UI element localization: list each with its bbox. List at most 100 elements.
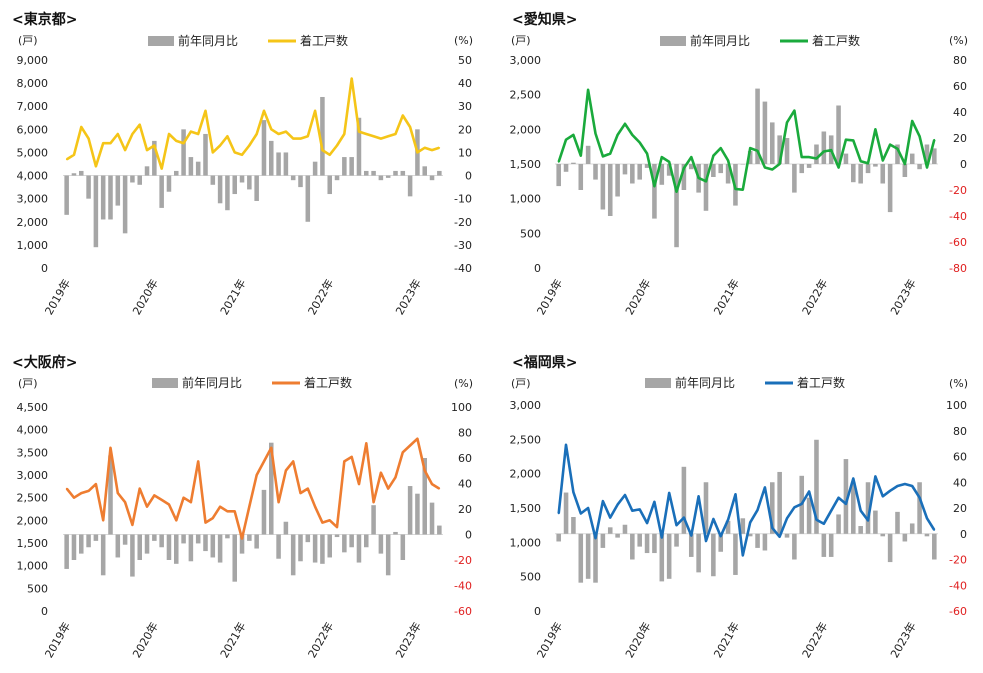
bar-yoy (349, 534, 354, 548)
bar-yoy (188, 534, 194, 562)
line-point (146, 505, 148, 508)
line-point (409, 444, 411, 447)
line-point (270, 447, 273, 449)
bar-yoy (283, 152, 289, 176)
bar-yoy (858, 164, 863, 184)
bar-yoy (232, 534, 237, 582)
right-tick-label: 40 (953, 476, 967, 489)
line-point (668, 161, 670, 163)
bar-yoy (217, 175, 223, 204)
bar-yoy (342, 157, 347, 176)
line-point (661, 156, 663, 158)
x-tick-label: 2023年 (887, 620, 919, 661)
left-tick-label: 8,000 (17, 77, 49, 90)
x-tick-label: 2023年 (887, 277, 919, 318)
bar-yoy (806, 497, 812, 534)
line-point (65, 158, 68, 161)
line-point (153, 144, 156, 147)
left-tick-label: 1,000 (510, 193, 542, 206)
bar-yoy (777, 471, 782, 534)
left-tick-label: 9,000 (17, 54, 49, 67)
bar-yoy (86, 175, 91, 199)
bar-yoy (393, 531, 398, 535)
bar-yoy (364, 170, 369, 176)
bar-yoy (166, 534, 172, 560)
legend-line-label: 着工戸数 (304, 375, 352, 390)
right-tick-label: -20 (454, 554, 472, 567)
line-point (764, 166, 766, 169)
bar-yoy (792, 533, 797, 560)
line-point (926, 166, 928, 169)
left-tick-label: 2,500 (510, 433, 542, 446)
left-tick-label: 1,000 (510, 536, 542, 549)
line-point (358, 483, 360, 485)
line-point (394, 476, 397, 479)
line-point (830, 149, 832, 151)
line-point (594, 132, 597, 135)
right-tick-label: 60 (953, 80, 967, 93)
bar-yoy (320, 96, 325, 176)
bar-yoy (254, 175, 259, 201)
x-tick-label: 2022年 (305, 620, 337, 661)
line-point (580, 512, 582, 515)
bar-yoy (784, 138, 790, 164)
right-tick-label: 80 (458, 427, 472, 440)
bar-yoy (108, 175, 113, 220)
line-point (65, 487, 68, 490)
bar-yoy (725, 520, 731, 534)
x-tick-label: 2022年 (305, 277, 337, 318)
line-point (365, 133, 368, 135)
line-point (87, 490, 90, 492)
left-axis-unit: (戸) (18, 377, 38, 390)
line-point (343, 460, 346, 463)
line-point (102, 519, 104, 522)
line-point (609, 152, 611, 155)
line-point (124, 149, 126, 151)
left-tick-label: 4,000 (17, 170, 49, 183)
bar-yoy (298, 534, 303, 562)
line-point (204, 110, 207, 112)
left-tick-label: 2,000 (510, 468, 542, 481)
line-point (749, 521, 751, 524)
bar-yoy (334, 534, 340, 538)
line-point (764, 486, 766, 489)
line-point (852, 139, 855, 142)
bar-yoy (290, 175, 296, 181)
bar-yoy (917, 164, 922, 170)
bar-yoy (93, 175, 99, 248)
x-tick-label: 2022年 (799, 620, 831, 661)
bar-yoy (740, 518, 746, 534)
line-point (896, 147, 899, 150)
right-tick-label: -20 (949, 184, 967, 197)
bar-yoy (637, 164, 642, 180)
left-tick-label: 0 (41, 605, 48, 618)
bar-yoy (858, 526, 863, 534)
bar-yoy (563, 164, 569, 172)
line-point (565, 138, 567, 141)
bar-yoy (79, 170, 84, 176)
line-housing-starts (65, 437, 440, 540)
bar-yoy (79, 534, 84, 554)
bar-yoy (843, 153, 849, 164)
bar-yoy (356, 534, 362, 563)
line-point (837, 496, 840, 499)
line-point (882, 495, 884, 498)
line-point (631, 134, 634, 136)
line-point (557, 512, 560, 515)
line-point (793, 506, 796, 509)
bar-yoy (210, 175, 216, 185)
left-tick-label: 2,000 (17, 216, 49, 229)
bar-yoy (806, 164, 812, 168)
bar-yoy (681, 466, 687, 534)
bar-yoy (100, 534, 106, 576)
legend-bar-label: 前年同月比 (182, 375, 242, 390)
line-point (874, 475, 877, 478)
line-point (786, 517, 788, 520)
bar-yoy (174, 170, 179, 176)
bar-yoy (652, 164, 657, 219)
bar-yoy (152, 140, 157, 176)
left-tick-label: 1,500 (510, 158, 542, 171)
bar-yoy (342, 534, 347, 553)
bar-yoy (917, 482, 922, 534)
bar-yoy (703, 164, 709, 211)
